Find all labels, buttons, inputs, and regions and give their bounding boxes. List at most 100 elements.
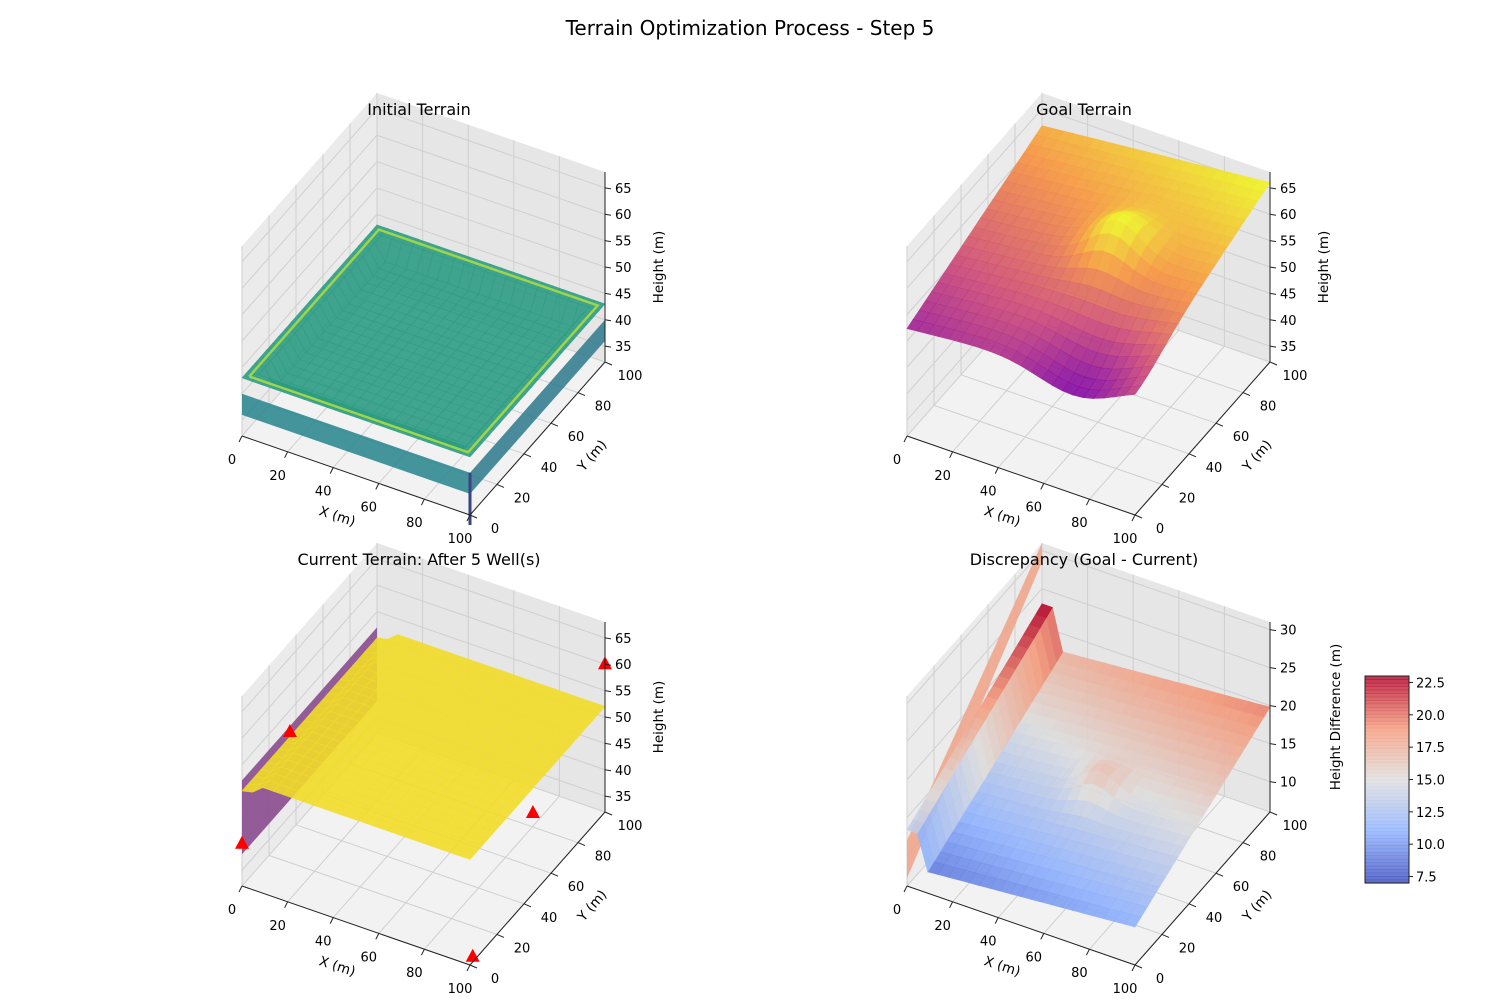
x-tick	[949, 451, 954, 459]
grid-line-x	[1089, 345, 1225, 500]
x-tick-label: 20	[269, 919, 286, 934]
y-tick	[496, 483, 505, 488]
y-tick-label: 0	[1156, 972, 1164, 987]
z-tick	[604, 690, 612, 693]
y-tick-label: 80	[595, 850, 612, 865]
x-tick-label: 80	[406, 966, 423, 981]
colorbar-band	[1365, 803, 1409, 808]
x-tick-label: 20	[934, 919, 951, 934]
z-tick	[1269, 705, 1277, 708]
x-tick	[238, 885, 243, 893]
colorbar-band	[1365, 724, 1409, 729]
y-tick-label: 20	[514, 491, 531, 506]
colorbar-band	[1365, 824, 1409, 829]
grid-line-z	[376, 558, 606, 639]
x-tick-label: 0	[893, 903, 901, 918]
colorbar-band	[1365, 845, 1409, 850]
x-tick-label: 20	[269, 469, 286, 484]
z-tick	[604, 240, 612, 243]
y-tick	[469, 514, 478, 519]
z-tick-label: 25	[1280, 662, 1297, 677]
colorbar-band	[1365, 751, 1409, 756]
z-tick	[604, 187, 612, 190]
y-tick-label: 0	[491, 972, 499, 987]
z-tick	[1269, 743, 1277, 746]
y-tick	[469, 964, 478, 969]
y-axis-line	[469, 361, 606, 516]
panels: 02040608010002040608010035404550556065X …	[228, 93, 1445, 997]
y-tick	[1134, 964, 1143, 969]
y-tick	[1215, 872, 1224, 877]
y-tick	[1134, 514, 1143, 519]
colorbar-band	[1365, 841, 1409, 846]
colorbar-band	[1365, 731, 1409, 736]
x-tick-label: 40	[980, 935, 997, 950]
colorbar-tick-label: 22.5	[1416, 676, 1445, 691]
grid-line-z	[906, 550, 1043, 704]
x-tick	[466, 514, 471, 522]
grid-line-z	[241, 611, 378, 765]
colorbar-band	[1365, 876, 1409, 881]
colorbar-band	[1365, 834, 1409, 839]
colorbar-band	[1365, 851, 1409, 856]
y-tick-label: 60	[568, 430, 585, 445]
x-axis-line	[241, 885, 471, 966]
colorbar-band	[1365, 869, 1409, 874]
grid-line-z	[1041, 550, 1271, 631]
y-tick-label: 0	[1156, 522, 1164, 537]
y-tick	[577, 842, 586, 847]
z-tick	[604, 663, 612, 666]
colorbar-band	[1365, 858, 1409, 863]
z-tick	[1269, 781, 1277, 784]
x-tick	[994, 917, 999, 924]
y-axis-line	[1134, 811, 1271, 966]
colorbar-band	[1365, 789, 1409, 794]
x-tick	[1085, 948, 1090, 956]
x-tick-label: 100	[1113, 982, 1138, 997]
x-tick-label: 80	[1071, 516, 1088, 531]
colorbar-band	[1365, 703, 1409, 708]
grid-line-z	[376, 108, 606, 189]
x-tick	[375, 483, 380, 490]
colorbar-tick-label: 15.0	[1416, 774, 1445, 789]
x-tick-label: 80	[1071, 966, 1088, 981]
y-tick-label: 100	[1283, 369, 1308, 384]
grid-line-z	[376, 134, 606, 215]
colorbar-band	[1365, 779, 1409, 784]
y-tick	[604, 361, 613, 366]
y-tick-label: 100	[618, 819, 643, 834]
y-tick	[577, 392, 586, 397]
x-axis-line	[906, 885, 1136, 966]
x-tick-label: 0	[893, 453, 901, 468]
grid-line-z	[376, 611, 606, 692]
x-tick	[1040, 483, 1045, 490]
colorbar-tick-label: 17.5	[1416, 741, 1445, 756]
colorbar-band	[1365, 693, 1409, 698]
grid-line-y	[295, 824, 525, 905]
chart-panel-1: 0 20 40 60 80 100 0 20 40 60 80 100 35 40 45 50 55 60 65 X …	[893, 93, 1332, 547]
y-tick-label: 60	[1233, 430, 1250, 445]
colorbar-band	[1365, 855, 1409, 860]
colorbar-band	[1365, 796, 1409, 801]
z-tick	[604, 345, 612, 348]
colorbar-band	[1365, 782, 1409, 787]
y-axis-line	[469, 811, 606, 966]
colorbar-band	[1365, 700, 1409, 705]
grid-line-z	[376, 213, 606, 294]
surface-patch	[906, 819, 924, 834]
x-axis-label: X (m)	[982, 953, 1022, 980]
colorbar-band	[1365, 786, 1409, 791]
y-tick	[523, 453, 532, 458]
y-tick-label: 40	[1206, 461, 1223, 476]
z-tick-label: 35	[615, 340, 632, 355]
colorbar-band	[1365, 807, 1409, 812]
y-tick-label: 40	[1206, 911, 1223, 926]
panel-title: Discrepancy (Goal - Current)	[970, 550, 1198, 569]
y-tick-label: 20	[1179, 491, 1196, 506]
y-tick-label: 40	[541, 461, 558, 476]
z-axis-label: Height (m)	[651, 681, 667, 754]
x-tick	[284, 451, 289, 459]
x-tick-label: 80	[406, 516, 423, 531]
x-axis-label: X (m)	[317, 503, 357, 530]
grid-line-x	[424, 795, 560, 950]
